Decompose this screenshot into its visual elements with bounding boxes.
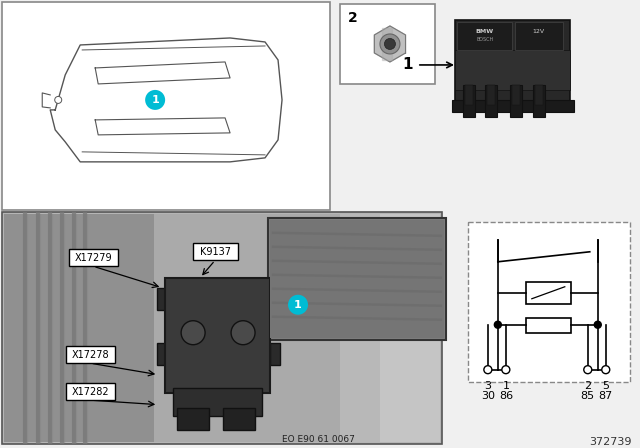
Circle shape <box>484 366 492 374</box>
Circle shape <box>494 321 501 328</box>
Bar <box>165 278 270 392</box>
Text: 85: 85 <box>580 391 595 401</box>
Bar <box>463 85 475 117</box>
Circle shape <box>584 366 592 374</box>
Bar <box>487 85 495 105</box>
Text: 87: 87 <box>598 391 613 401</box>
Circle shape <box>145 90 165 110</box>
Text: 30: 30 <box>481 391 495 401</box>
Text: 1: 1 <box>502 381 509 391</box>
Bar <box>510 85 522 117</box>
Bar <box>157 343 167 365</box>
Text: 3: 3 <box>484 381 492 391</box>
Circle shape <box>380 34 400 54</box>
Bar <box>515 22 563 50</box>
Bar <box>177 408 209 430</box>
Circle shape <box>502 366 510 374</box>
Circle shape <box>181 321 205 345</box>
Bar <box>340 214 440 442</box>
Bar <box>452 100 574 112</box>
Bar <box>526 282 571 304</box>
Text: 1: 1 <box>403 57 413 73</box>
Bar <box>485 85 497 117</box>
Bar <box>193 243 237 260</box>
Text: 1: 1 <box>294 300 302 310</box>
Bar <box>66 346 115 363</box>
Bar <box>270 220 444 338</box>
Polygon shape <box>382 28 392 60</box>
Bar <box>223 408 255 430</box>
Bar <box>270 343 280 365</box>
Circle shape <box>231 321 255 345</box>
Text: 86: 86 <box>499 391 513 401</box>
Bar <box>465 85 473 105</box>
Bar <box>533 85 545 117</box>
Text: 372739: 372739 <box>589 437 632 447</box>
Circle shape <box>385 39 396 49</box>
Polygon shape <box>50 38 282 162</box>
Bar <box>68 249 118 266</box>
Circle shape <box>288 295 308 315</box>
Bar <box>468 222 630 382</box>
Bar <box>4 214 440 442</box>
Bar <box>340 4 435 84</box>
Text: 12V: 12V <box>532 30 545 34</box>
Text: X17278: X17278 <box>72 350 109 360</box>
Text: 2: 2 <box>348 11 358 25</box>
Bar <box>455 50 570 90</box>
Bar <box>380 214 440 442</box>
Text: EO E90 61 0067: EO E90 61 0067 <box>282 435 355 444</box>
Circle shape <box>595 321 601 328</box>
Bar <box>535 85 543 105</box>
Text: BMW: BMW <box>476 30 494 34</box>
Bar <box>526 318 571 333</box>
Circle shape <box>55 96 61 103</box>
Bar <box>512 85 520 105</box>
Bar <box>4 214 154 442</box>
Bar <box>157 288 167 310</box>
Text: X17279: X17279 <box>74 253 112 263</box>
Bar <box>270 288 280 310</box>
Text: 2: 2 <box>584 381 591 391</box>
Bar <box>173 388 262 416</box>
Bar <box>457 22 512 50</box>
Polygon shape <box>374 26 406 62</box>
Bar <box>268 218 446 340</box>
Circle shape <box>602 366 610 374</box>
Text: 1: 1 <box>151 95 159 105</box>
Text: X17282: X17282 <box>72 387 109 396</box>
Text: K9137: K9137 <box>200 247 230 257</box>
Bar <box>3 212 442 444</box>
Text: 5: 5 <box>602 381 609 391</box>
Text: BOSCH: BOSCH <box>476 38 493 43</box>
Bar <box>3 2 330 210</box>
Bar <box>455 20 570 105</box>
Bar <box>66 383 115 400</box>
